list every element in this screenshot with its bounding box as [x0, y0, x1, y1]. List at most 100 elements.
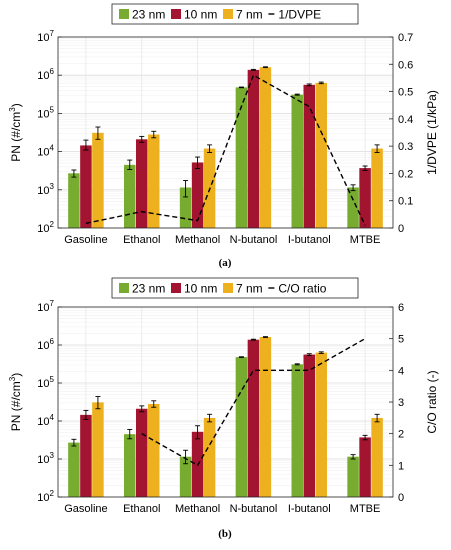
legend-swatch — [171, 283, 181, 293]
right-tick-label: 0.4 — [398, 114, 413, 126]
tick-base: 10 — [37, 108, 49, 120]
right-tick-label: 4 — [398, 365, 404, 377]
x-tick-label: MTBE — [350, 234, 381, 246]
bar-7nm-gasoline — [92, 132, 104, 228]
legend-swatch — [223, 283, 233, 293]
tick-base: 10 — [37, 416, 49, 428]
tick-base: 10 — [37, 185, 49, 197]
tick-base: 10 — [37, 302, 49, 314]
x-tick-label: Ethanol — [123, 234, 160, 246]
legend-swatch — [223, 9, 233, 19]
right-tick-label: 0 — [398, 492, 404, 504]
x-tick-label: Gasoline — [64, 234, 107, 246]
x-tick-label: Ethanol — [123, 503, 160, 515]
bar-10nm-ethanol — [136, 139, 148, 228]
left-tick-label: 102 — [37, 489, 54, 504]
bar-23nm-ethanol — [124, 434, 136, 497]
left-tick-label: 107 — [37, 29, 54, 44]
bar-10nm-methanol — [191, 162, 204, 228]
bar-23nm-i-butanol — [291, 364, 303, 497]
y-axis-label-text: PN (#/cm — [9, 112, 23, 162]
bar-7nm-i-butanol — [315, 82, 327, 228]
bar-10nm-mtbe — [359, 437, 371, 497]
tick-exponent: 2 — [50, 220, 55, 229]
left-tick-label: 102 — [37, 220, 54, 235]
y-axis-label-text: PN (#/cm — [9, 381, 23, 431]
bar-23nm-mtbe — [347, 456, 359, 497]
bar-10nm-n-butanol — [247, 339, 260, 497]
legend-label: C/O ratio — [278, 282, 326, 296]
left-tick-label: 106 — [37, 67, 54, 82]
y-axis-label-exponent: 3 — [8, 376, 17, 381]
legend-label: 23 nm — [132, 282, 165, 296]
legend-swatch — [119, 9, 129, 19]
left-tick-label: 107 — [37, 299, 54, 314]
bar-10nm-n-butanol — [247, 69, 260, 228]
left-tick-label: 105 — [37, 375, 54, 390]
y-axis-label: PN (#/cm3) — [8, 373, 23, 431]
legend-swatch — [171, 9, 181, 19]
line-series-dvpe — [85, 74, 366, 226]
bar-23nm-n-butanol — [235, 87, 248, 228]
right-tick-label: 0.7 — [398, 32, 413, 44]
tick-base: 10 — [37, 70, 49, 82]
legend-swatch — [119, 283, 129, 293]
bar-10nm-ethanol — [136, 408, 148, 497]
right-tick-label: 6 — [398, 302, 404, 314]
bar-23nm-mtbe — [347, 187, 359, 228]
x-tick-label: N-butanol — [230, 234, 278, 246]
x-tick-label: I-butanol — [288, 503, 331, 515]
panel-caption: (b) — [218, 528, 232, 540]
tick-exponent: 6 — [50, 67, 55, 76]
tick-base: 10 — [37, 32, 49, 44]
tick-exponent: 3 — [50, 182, 55, 191]
legend-label: 23 nm — [132, 8, 165, 22]
legend-label: 7 nm — [236, 282, 263, 296]
bar-7nm-methanol — [203, 417, 216, 497]
bar-7nm-ethanol — [148, 404, 160, 497]
left-tick-label: 103 — [37, 182, 54, 197]
panel-caption: (a) — [219, 257, 232, 269]
x-tick-label: Gasoline — [64, 503, 107, 515]
y-axis-label-close: ) — [9, 373, 23, 377]
right-tick-label: 0.6 — [398, 59, 413, 71]
tick-exponent: 7 — [50, 29, 55, 38]
tick-exponent: 5 — [50, 375, 55, 384]
plot-area-frame — [57, 306, 394, 498]
y2-axis-label: C/O ratio (-) — [425, 370, 439, 433]
chart-panel-a: 10210310410510610700.10.20.30.40.50.60.7… — [8, 3, 439, 269]
tick-exponent: 6 — [50, 337, 55, 346]
bar-10nm-mtbe — [359, 168, 371, 228]
tick-exponent: 4 — [50, 413, 55, 422]
right-tick-label: 0.2 — [398, 168, 413, 180]
bar-7nm-n-butanol — [259, 67, 272, 228]
left-tick-label: 103 — [37, 451, 54, 466]
bar-10nm-gasoline — [80, 414, 92, 497]
y-axis-label-exponent: 3 — [8, 107, 17, 112]
bar-7nm-ethanol — [148, 134, 160, 228]
bar-10nm-i-butanol — [303, 84, 315, 228]
bar-23nm-ethanol — [124, 164, 136, 228]
bar-23nm-gasoline — [68, 173, 80, 228]
tick-base: 10 — [37, 340, 49, 352]
tick-base: 10 — [37, 147, 49, 159]
bar-23nm-methanol — [179, 456, 192, 497]
tick-exponent: 2 — [50, 489, 55, 498]
x-tick-label: N-butanol — [230, 503, 278, 515]
left-tick-label: 106 — [37, 337, 54, 352]
legend-label: 1/DVPE — [278, 8, 321, 22]
bar-7nm-mtbe — [371, 148, 383, 228]
bar-23nm-gasoline — [68, 442, 80, 497]
right-tick-label: 0.3 — [398, 141, 413, 153]
bar-7nm-i-butanol — [315, 352, 327, 497]
right-tick-label: 5 — [398, 334, 404, 346]
bar-23nm-i-butanol — [291, 94, 303, 229]
tick-base: 10 — [37, 378, 49, 390]
line-series-co-ratio — [141, 338, 366, 467]
tick-base: 10 — [37, 223, 49, 235]
y-axis-label: PN (#/cm3) — [8, 103, 23, 161]
bar-7nm-gasoline — [92, 402, 104, 497]
tick-exponent: 7 — [50, 299, 55, 308]
